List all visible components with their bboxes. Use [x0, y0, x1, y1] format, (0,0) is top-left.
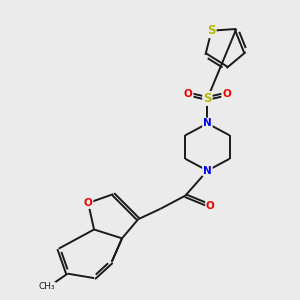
Text: S: S: [207, 24, 216, 37]
Text: S: S: [203, 92, 212, 105]
Text: N: N: [203, 118, 212, 128]
Text: O: O: [84, 198, 92, 208]
Text: CH₃: CH₃: [39, 282, 55, 291]
Text: N: N: [203, 166, 212, 176]
Text: O: O: [184, 89, 193, 99]
Text: O: O: [222, 89, 231, 99]
Text: O: O: [206, 201, 215, 211]
